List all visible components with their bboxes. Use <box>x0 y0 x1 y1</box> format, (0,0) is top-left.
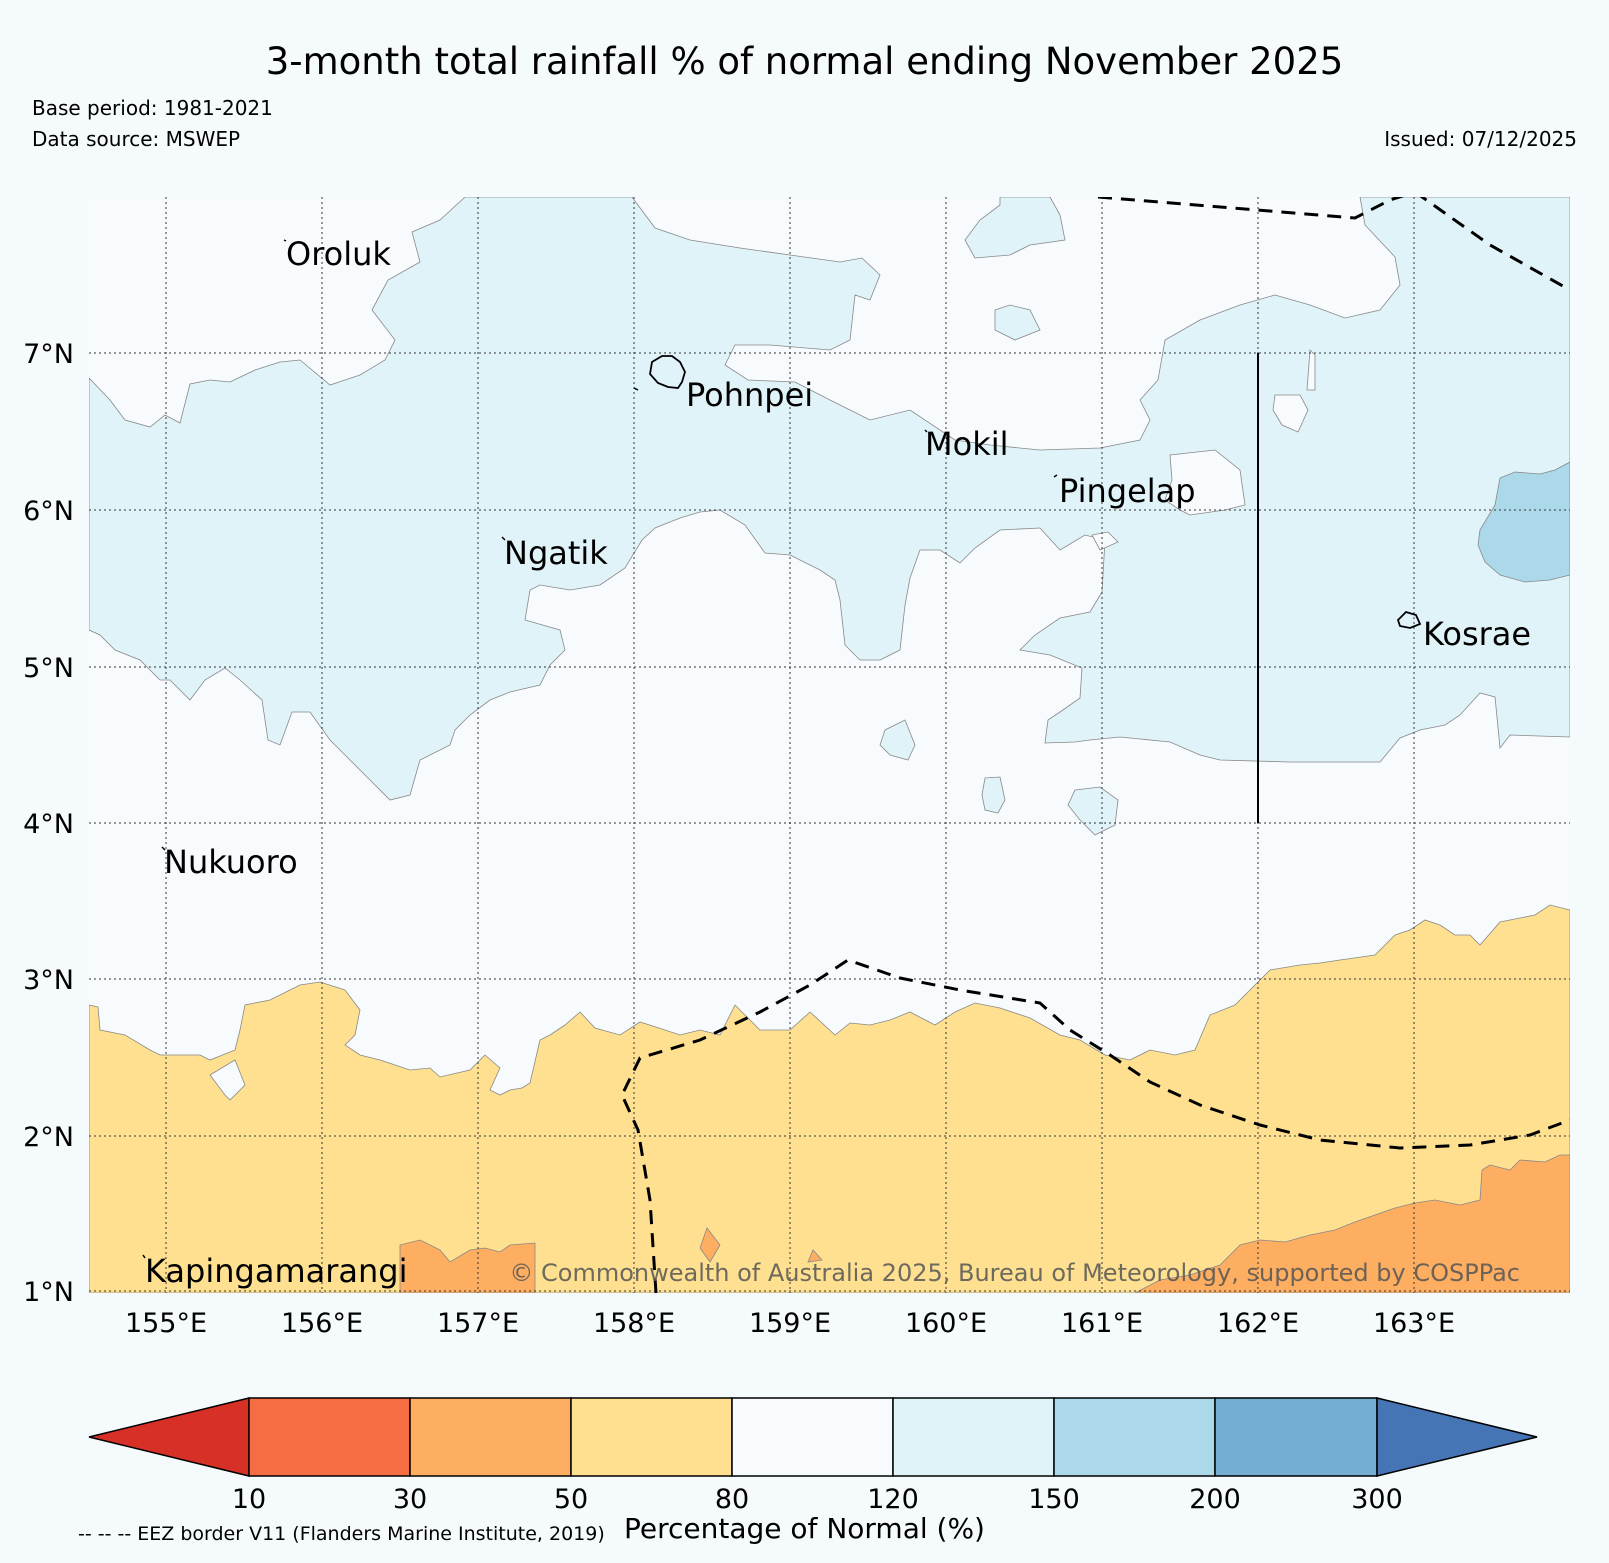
hole-80-120 <box>1272 394 1309 433</box>
colorbar <box>88 1397 1538 1477</box>
kosrae-island <box>1396 610 1422 629</box>
lat-tick: 5°N <box>23 653 74 684</box>
lon-tick: 156°E <box>281 1308 363 1339</box>
lat-tick: 7°N <box>23 339 74 370</box>
lat-tick: 4°N <box>23 809 74 840</box>
cb-segment <box>409 1397 572 1477</box>
cb-tick: 80 <box>715 1484 749 1515</box>
cb-tick: 120 <box>867 1484 919 1515</box>
cb-segment <box>1053 1397 1216 1477</box>
lat-tick: 2°N <box>23 1122 74 1153</box>
place-kapingamarangi: Kapingamarangi <box>145 1252 407 1290</box>
patch-120-150 <box>964 197 1066 259</box>
lon-tick: 159°E <box>749 1308 831 1339</box>
lon-tick: 160°E <box>905 1308 987 1339</box>
lat-tick: 1°N <box>23 1277 74 1308</box>
cb-tick: 10 <box>232 1484 266 1515</box>
hole-80-120 <box>1164 449 1246 516</box>
lon-tick: 158°E <box>593 1308 675 1339</box>
colorbar-ticks: 10 30 50 80 120 150 200 300 <box>232 1484 1403 1515</box>
place-mokil: Mokil <box>925 425 1009 463</box>
band-150-200 <box>1477 461 1570 583</box>
eez-border <box>620 197 1570 1293</box>
colorbar-label: Percentage of Normal (%) <box>624 1512 985 1545</box>
band-50-80 <box>89 904 1570 1293</box>
cb-segment <box>731 1397 894 1477</box>
band-120-150 <box>89 197 1570 801</box>
cb-tick: 150 <box>1028 1484 1080 1515</box>
cb-segment <box>570 1397 733 1477</box>
place-pingelap: Pingelap <box>1059 472 1196 510</box>
data-source: Data source: MSWEP <box>32 127 241 151</box>
issued-date: Issued: 07/12/2025 <box>1384 127 1577 151</box>
cb-tick: 300 <box>1351 1484 1403 1515</box>
lon-tick: 155°E <box>125 1308 207 1339</box>
place-pohnpei: Pohnpei <box>686 376 813 414</box>
lat-tick: 3°N <box>23 965 74 996</box>
hole-80-120 <box>1091 531 1119 551</box>
gridlines <box>89 197 1570 1293</box>
lat-tick: 6°N <box>23 496 74 527</box>
patch-120-150 <box>994 304 1041 341</box>
cb-segment <box>892 1397 1055 1477</box>
hole-80-120 <box>1306 349 1316 391</box>
map-area <box>89 197 1570 1293</box>
cb-tick: 50 <box>554 1484 588 1515</box>
cb-segment-high-extend <box>1376 1397 1538 1477</box>
place-kosrae: Kosrae <box>1423 615 1531 653</box>
patch-120-150 <box>981 776 1006 814</box>
patch-120-150 <box>879 719 916 761</box>
band-30-50 <box>807 1249 823 1263</box>
pohnpei-island <box>649 355 686 389</box>
band-30-50 <box>699 1227 721 1263</box>
lon-tick: 163°E <box>1373 1308 1455 1339</box>
lat-axis: 7°N 6°N 5°N 4°N 3°N 2°N 1°N <box>23 339 74 1308</box>
cb-tick: 30 <box>393 1484 427 1515</box>
copyright-notice: © Commonwealth of Australia 2025, Bureau… <box>509 1259 1520 1287</box>
lon-tick: 161°E <box>1061 1308 1143 1339</box>
hole-80-120 <box>209 1059 246 1101</box>
map-title: 3-month total rainfall % of normal endin… <box>265 40 1344 83</box>
cb-segment-low-extend <box>88 1397 250 1477</box>
place-nukuoro: Nukuoro <box>164 843 298 881</box>
eez-legend-note: -- -- -- EEZ border V11 (Flanders Marine… <box>78 1523 605 1545</box>
place-ngatik: Ngatik <box>504 534 608 572</box>
lon-tick: 162°E <box>1217 1308 1299 1339</box>
place-oroluk: Oroluk <box>286 235 391 273</box>
band-30-50 <box>1134 1154 1570 1293</box>
lon-axis: 155°E 156°E 157°E 158°E 159°E 160°E 161°… <box>125 1308 1455 1339</box>
lon-tick: 157°E <box>437 1308 519 1339</box>
cb-segment <box>248 1397 411 1477</box>
base-period: Base period: 1981-2021 <box>32 96 273 120</box>
cb-segment <box>1214 1397 1378 1477</box>
cb-tick: 200 <box>1189 1484 1241 1515</box>
